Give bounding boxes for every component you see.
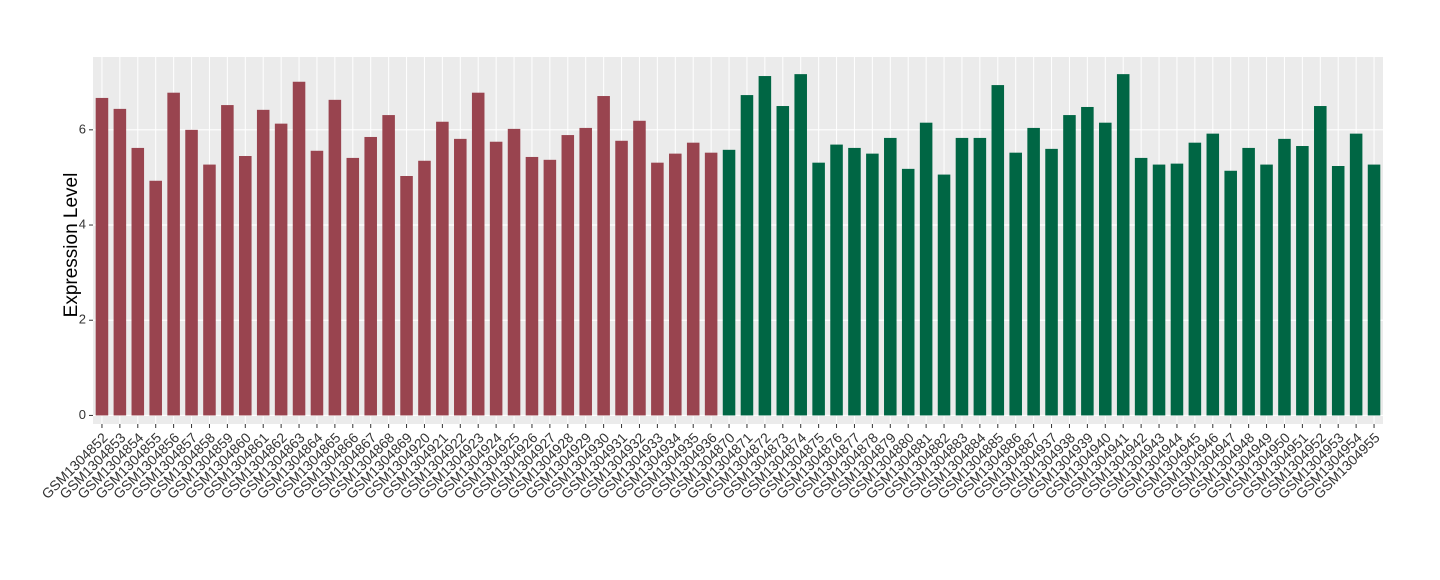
- bar: [830, 144, 843, 416]
- bar: [866, 153, 879, 416]
- bar: [919, 122, 933, 416]
- bar: [113, 108, 127, 416]
- bar: [346, 157, 360, 416]
- bar: [597, 96, 610, 416]
- bar: [418, 160, 431, 416]
- bar: [256, 109, 270, 416]
- bar: [633, 120, 646, 416]
- bar: [525, 156, 539, 416]
- bar: [454, 138, 467, 416]
- bar: [131, 147, 145, 416]
- y-axis-label: Expression Level: [61, 173, 82, 318]
- bar: [95, 97, 109, 416]
- bar: [669, 153, 682, 416]
- bar: [1134, 157, 1148, 416]
- bar: [1278, 138, 1291, 416]
- bar: [758, 76, 772, 416]
- bar: [1152, 164, 1166, 416]
- bar: [812, 162, 825, 416]
- bar: [740, 95, 754, 416]
- bar: [1009, 152, 1022, 416]
- bar: [901, 168, 915, 416]
- bar: [704, 152, 718, 416]
- bar: [1206, 133, 1220, 416]
- bar: [1367, 164, 1381, 416]
- bar: [292, 81, 306, 416]
- bar: [937, 174, 951, 416]
- bar: [794, 74, 807, 416]
- bar: [1314, 106, 1327, 416]
- bar: [884, 137, 897, 416]
- bar: [1081, 106, 1094, 416]
- bar: [579, 127, 592, 416]
- plot-panel: [93, 57, 1383, 424]
- bar: [507, 128, 521, 416]
- bar: [1116, 74, 1130, 416]
- bar: [561, 135, 575, 416]
- bar: [848, 147, 861, 416]
- bar: [1188, 142, 1202, 416]
- bar: [167, 92, 180, 416]
- bar: [973, 137, 987, 416]
- bar: [686, 142, 700, 416]
- bar: [1349, 133, 1363, 416]
- bar: [955, 137, 969, 416]
- y-tick-label: 0: [79, 407, 86, 422]
- bar: [543, 159, 557, 416]
- bar: [651, 162, 664, 416]
- bar: [1260, 164, 1273, 416]
- bar: [382, 115, 395, 416]
- bar: [722, 149, 736, 416]
- bar: [1027, 127, 1040, 416]
- bar: [1063, 115, 1076, 416]
- bar: [328, 99, 342, 416]
- bar: [776, 106, 790, 416]
- y-tick-label: 6: [79, 121, 86, 136]
- bar: [364, 136, 377, 416]
- bar: [221, 105, 234, 416]
- bar: [1170, 163, 1184, 416]
- bar: [991, 85, 1005, 416]
- bar: [274, 123, 288, 416]
- bar: [471, 92, 485, 416]
- bar: [436, 121, 449, 416]
- bar: [1099, 122, 1112, 416]
- bar: [400, 176, 413, 416]
- bar: [1242, 147, 1255, 416]
- bar: [239, 156, 252, 416]
- bar: [1331, 166, 1345, 416]
- bar: [615, 140, 628, 416]
- bar: [310, 150, 324, 416]
- bar: [489, 141, 503, 416]
- bar: [185, 129, 198, 416]
- bar: [1045, 148, 1058, 416]
- bar: [203, 164, 216, 416]
- y-tick-label: 2: [79, 312, 86, 327]
- bar: [1224, 170, 1237, 416]
- bar: [1296, 146, 1309, 416]
- bar: [149, 180, 162, 416]
- y-tick-label: 4: [79, 216, 86, 231]
